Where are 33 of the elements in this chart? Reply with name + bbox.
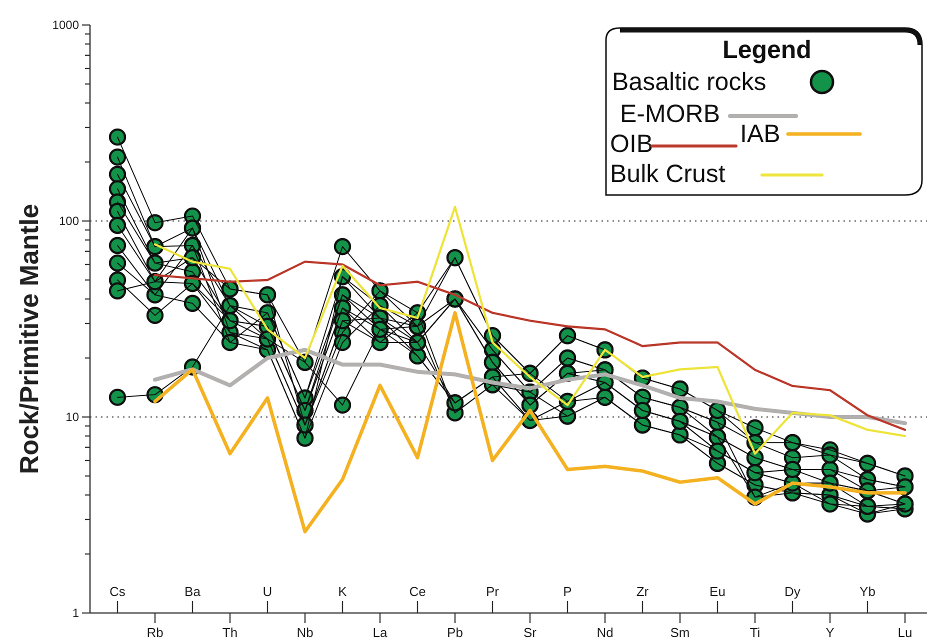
x-tick-label: Nb (296, 625, 314, 639)
legend-label: OIB (610, 130, 654, 158)
y-axis-title: Rock/Primitive Mantle (14, 204, 44, 474)
legend-label: Bulk Crust (610, 160, 726, 188)
x-tick-label: Th (222, 625, 238, 639)
x-tick-label: Pr (486, 584, 500, 599)
x-tick-label: Sm (670, 625, 690, 639)
x-tick-label: K (338, 584, 348, 599)
legend-title: Legend (722, 36, 812, 64)
x-tick-label: Ba (184, 584, 202, 599)
legend-label: Basaltic rocks (612, 68, 766, 96)
x-tick-label: Ti (750, 625, 760, 639)
x-tick-label: Lu (898, 625, 912, 639)
y-tick-label: 1000 (52, 18, 80, 32)
x-tick-label: Zr (636, 584, 650, 599)
x-tick-label: U (262, 584, 272, 599)
legend-label: IAB (740, 120, 780, 148)
x-tick-label: Dy (784, 584, 801, 599)
x-tick-label: P (563, 584, 572, 599)
x-tick-label: Rb (146, 625, 164, 639)
legend-label: E-MORB (620, 100, 720, 128)
y-tick-label: 10 (66, 410, 80, 424)
x-tick-label: Cs (110, 584, 126, 599)
y-tick-label: 100 (58, 214, 80, 228)
x-tick-label: Nd (596, 625, 614, 639)
x-tick-label: Eu (710, 584, 726, 599)
x-tick-label: Y (826, 625, 835, 639)
y-tick-label: 1 (72, 606, 80, 620)
x-tick-label: Sr (524, 625, 538, 639)
x-tick-label: Pb (447, 625, 463, 639)
x-tick-label: Yb (860, 584, 876, 599)
x-tick-label: La (372, 625, 388, 639)
x-tick-label: Ce (409, 584, 426, 599)
